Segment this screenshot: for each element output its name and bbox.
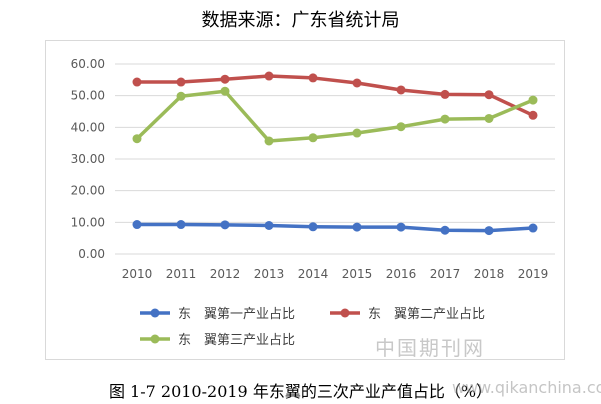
data-point xyxy=(528,95,538,105)
legend-swatch-marker xyxy=(150,308,160,318)
data-point xyxy=(440,225,450,235)
y-tick-label: 20.00 xyxy=(71,184,105,198)
y-tick-label: 10.00 xyxy=(71,215,105,229)
series-line-2 xyxy=(135,74,535,118)
figure-caption: 图 1-7 2010-2019 年东翼的三次产业产值占比（%） xyxy=(108,382,493,401)
x-tick-label: 2018 xyxy=(474,267,505,281)
x-tick-label: 2011 xyxy=(166,267,197,281)
x-tick-label: 2019 xyxy=(518,267,549,281)
series-line-1 xyxy=(135,222,535,233)
y-tick-label: 50.00 xyxy=(71,89,105,103)
series-lines xyxy=(132,71,538,236)
y-tick-label: 30.00 xyxy=(71,152,105,166)
x-axis-ticks: 2010 2011 2012 2013 2014 2015 2016 2017 2018 2019 xyxy=(122,267,549,281)
y-tick-label: 60.00 xyxy=(71,57,105,71)
watermark-text: 中国期刊网 xyxy=(375,336,485,360)
data-point xyxy=(484,226,494,236)
x-tick-label: 2013 xyxy=(254,267,285,281)
data-point xyxy=(440,114,450,124)
data-source-text: 数据来源：广东省统计局 xyxy=(201,10,400,31)
data-point xyxy=(220,220,230,230)
data-point xyxy=(440,89,450,99)
legend-swatch-marker xyxy=(150,334,160,344)
data-point xyxy=(132,134,142,144)
data-point xyxy=(352,128,362,138)
data-point xyxy=(352,222,362,232)
data-point xyxy=(264,136,274,146)
data-point xyxy=(132,77,142,87)
data-point xyxy=(308,73,318,83)
legend-item: 东 翼第三产业占比 xyxy=(140,333,295,348)
x-tick-label: 2014 xyxy=(298,267,329,281)
watermark-url: www.qikanchina.com xyxy=(452,378,601,397)
x-tick-label: 2010 xyxy=(122,267,153,281)
legend-swatch-marker xyxy=(340,308,350,318)
y-tick-label: 40.00 xyxy=(71,120,105,134)
data-point xyxy=(132,220,142,230)
data-point xyxy=(528,110,538,120)
x-tick-label: 2017 xyxy=(430,267,461,281)
data-point xyxy=(220,86,230,96)
data-point xyxy=(176,220,186,230)
data-point xyxy=(264,71,274,81)
data-point xyxy=(396,85,406,95)
series-line-3 xyxy=(135,89,535,143)
data-point xyxy=(484,113,494,123)
data-point xyxy=(396,222,406,232)
chart-frame xyxy=(45,40,565,360)
legend-item: 东 翼第二产业占比 xyxy=(330,307,485,322)
data-point xyxy=(528,223,538,233)
x-tick-label: 2016 xyxy=(386,267,417,281)
data-point xyxy=(308,133,318,143)
data-point xyxy=(176,91,186,101)
data-point xyxy=(264,221,274,230)
legend-label: 东 翼第二产业占比 xyxy=(368,307,485,322)
data-point xyxy=(176,77,186,87)
data-point xyxy=(220,74,230,84)
legend-item: 东 翼第一产业占比 xyxy=(140,307,295,322)
y-tick-label: 0.00 xyxy=(78,247,105,261)
data-point xyxy=(484,90,494,100)
x-tick-label: 2015 xyxy=(342,267,373,281)
legend-label: 东 翼第一产业占比 xyxy=(178,307,295,322)
data-point xyxy=(352,78,362,88)
x-tick-label: 2012 xyxy=(210,267,241,281)
y-axis-ticks: 0.00 10.00 20.00 30.00 40.00 50.00 60.00 xyxy=(71,57,105,261)
legend-label: 东 翼第三产业占比 xyxy=(178,333,295,348)
data-point xyxy=(308,222,318,232)
data-point xyxy=(396,122,406,132)
